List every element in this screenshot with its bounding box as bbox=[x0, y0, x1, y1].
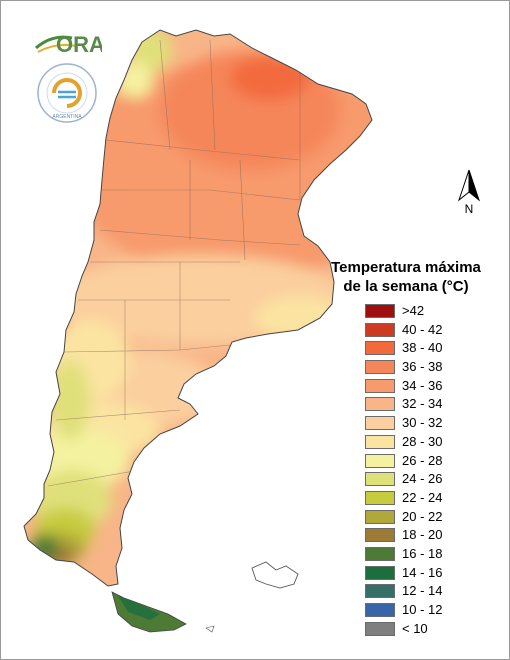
legend-label: 20 - 22 bbox=[402, 508, 443, 524]
legend-swatch bbox=[365, 584, 395, 599]
legend-swatch bbox=[365, 546, 395, 561]
legend-swatch bbox=[365, 621, 395, 636]
legend-swatch bbox=[365, 434, 395, 449]
legend-swatch bbox=[365, 565, 395, 580]
legend-label: 18 - 20 bbox=[402, 527, 443, 543]
legend-swatch bbox=[365, 416, 395, 431]
legend-label: 40 - 42 bbox=[402, 321, 443, 337]
legend-swatch bbox=[365, 360, 395, 375]
legend-swatch bbox=[365, 528, 395, 543]
legend-label: 24 - 26 bbox=[402, 471, 443, 487]
smn-seal-logo: ARGENTINA bbox=[36, 62, 98, 124]
legend-swatch bbox=[365, 453, 395, 468]
argentina-outline bbox=[23, 29, 373, 587]
legend-label: < 10 bbox=[402, 620, 428, 636]
legend-swatch bbox=[365, 603, 395, 617]
svg-text:ARGENTINA: ARGENTINA bbox=[52, 114, 82, 120]
legend-swatch bbox=[365, 397, 395, 412]
legend-label: 38 - 40 bbox=[402, 340, 443, 356]
legend-swatch bbox=[365, 472, 395, 487]
legend-label: 28 - 30 bbox=[402, 433, 443, 449]
svg-text:ORA: ORA bbox=[56, 32, 102, 57]
legend-label: 36 - 38 bbox=[402, 359, 443, 375]
legend-label: 26 - 28 bbox=[402, 452, 443, 468]
legend-swatch bbox=[365, 378, 395, 393]
north-arrow: N bbox=[452, 168, 486, 220]
legend-swatch bbox=[365, 341, 395, 356]
legend-swatch bbox=[365, 304, 395, 318]
legend-label: 32 - 34 bbox=[402, 396, 443, 412]
ora-logo: ORA bbox=[32, 26, 105, 60]
legend-label: 14 - 16 bbox=[402, 564, 443, 580]
malvinas-islands bbox=[251, 561, 299, 589]
legend-label: 34 - 36 bbox=[402, 377, 443, 393]
legend: Temperatura máxima de la semana (°C) >42… bbox=[326, 258, 496, 636]
legend-swatch bbox=[365, 509, 395, 524]
legend-label: 22 - 24 bbox=[402, 489, 443, 505]
north-arrow-icon bbox=[457, 169, 481, 202]
legend-swatch bbox=[365, 322, 395, 337]
legend-swatch bbox=[365, 490, 395, 505]
legend-title: Temperatura máxima de la semana (°C) bbox=[331, 259, 481, 295]
legend-label: >42 bbox=[402, 303, 425, 318]
legend-label: 10 - 12 bbox=[402, 602, 443, 617]
legend-label: 16 - 18 bbox=[402, 545, 443, 561]
legend-label: 12 - 14 bbox=[402, 583, 443, 599]
legend-label: 30 - 32 bbox=[402, 415, 443, 431]
north-label: N bbox=[464, 202, 474, 216]
